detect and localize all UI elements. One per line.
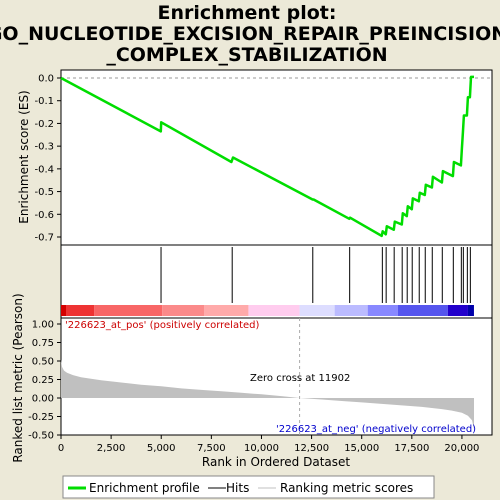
es-y-tick-label: -0.1	[34, 96, 54, 107]
es-y-tick-label: -0.6	[34, 210, 54, 221]
x-tick-label: 10,000	[244, 443, 279, 454]
x-tick-label: 20,000	[444, 443, 479, 454]
neg-correlated-label: '226623_at_neg' (negatively correlated)	[276, 424, 476, 435]
es-y-tick-label: -0.4	[34, 164, 54, 175]
legend-label-hits: Hits	[226, 481, 249, 495]
enrichment-profile-line	[60, 75, 474, 238]
title-line-3: _COMPLEX_STABILIZATION	[106, 44, 387, 66]
color-bar-segment	[299, 305, 335, 316]
color-bar-segment	[447, 305, 468, 316]
es-y-tick-label: -0.7	[34, 233, 54, 244]
color-bar-segment	[66, 305, 95, 316]
es-y-axis: 0.0 -0.1 -0.2 -0.3 -0.4 -0.5 -0.6 -0.7	[34, 74, 61, 244]
color-bar-segment	[467, 305, 474, 316]
metric-y-tick-label: 0.50	[32, 357, 54, 368]
es-panel	[60, 69, 493, 246]
x-tick-label: 15,000	[344, 443, 379, 454]
es-y-tick-label: -0.3	[34, 142, 54, 153]
metric-y-tick-label: 0.00	[32, 394, 54, 405]
color-bar-segment	[248, 305, 300, 316]
metric-y-tick-label: -0.50	[28, 431, 54, 442]
x-tick-label: 0	[58, 443, 64, 454]
color-bar-segment	[367, 305, 398, 316]
color-bar-segment	[397, 305, 448, 316]
title-line-1: Enrichment plot:	[158, 2, 337, 24]
ranking-metric-area	[61, 359, 474, 430]
x-axis-label: Rank in Ordered Dataset	[202, 455, 350, 469]
color-bar-segment	[94, 305, 163, 316]
color-bar-segment	[61, 305, 67, 316]
enrichment-profile-plot	[60, 75, 492, 238]
metric-y-tick-label: 1.00	[32, 320, 54, 331]
x-tick-label: 2,500	[97, 443, 126, 454]
es-y-tick-label: -0.5	[34, 187, 54, 198]
metric-y-tick-label: -0.25	[28, 412, 54, 423]
es-y-tick-label: 0.0	[38, 74, 54, 85]
es-y-tick-label: -0.2	[34, 119, 54, 130]
metric-y-tick-label: 0.75	[32, 338, 54, 349]
ranked-metric-plot	[61, 318, 474, 435]
x-tick-label: 7,500	[197, 443, 226, 454]
metric-y-axis: 1.00 0.75 0.50 0.25 0.00 -0.25 -0.50	[28, 320, 61, 442]
x-tick-label: 17,500	[394, 443, 429, 454]
x-tick-label: 5,000	[147, 443, 176, 454]
color-bar-segment	[204, 305, 249, 316]
color-bar-segment	[162, 305, 205, 316]
legend-label-metric: Ranking metric scores	[280, 481, 413, 495]
metric-panel	[60, 317, 493, 436]
x-tick-label: 12,500	[294, 443, 329, 454]
hits-plot	[160, 247, 471, 303]
es-y-axis-label: Enrichment score (ES)	[17, 90, 31, 223]
pos-correlated-label: '226623_at_pos' (positively correlated)	[65, 320, 259, 331]
x-axis: 0 2,500 5,000 7,500 10,000 12,500 15,000 17,500…	[58, 435, 479, 454]
metric-y-tick-label: 0.25	[32, 375, 54, 386]
color-bar-segment	[334, 305, 368, 316]
zero-cross-label: Zero cross at 11902	[250, 373, 350, 384]
legend-box	[62, 475, 435, 499]
legend-label-enrichment: Enrichment profile	[89, 481, 200, 495]
title-line-2: GO_NUCLEOTIDE_EXCISION_REPAIR_PREINCISIO…	[0, 23, 500, 45]
ranked-color-bar	[61, 305, 474, 316]
metric-y-axis-label: Ranked list metric (Pearson)	[11, 293, 25, 462]
